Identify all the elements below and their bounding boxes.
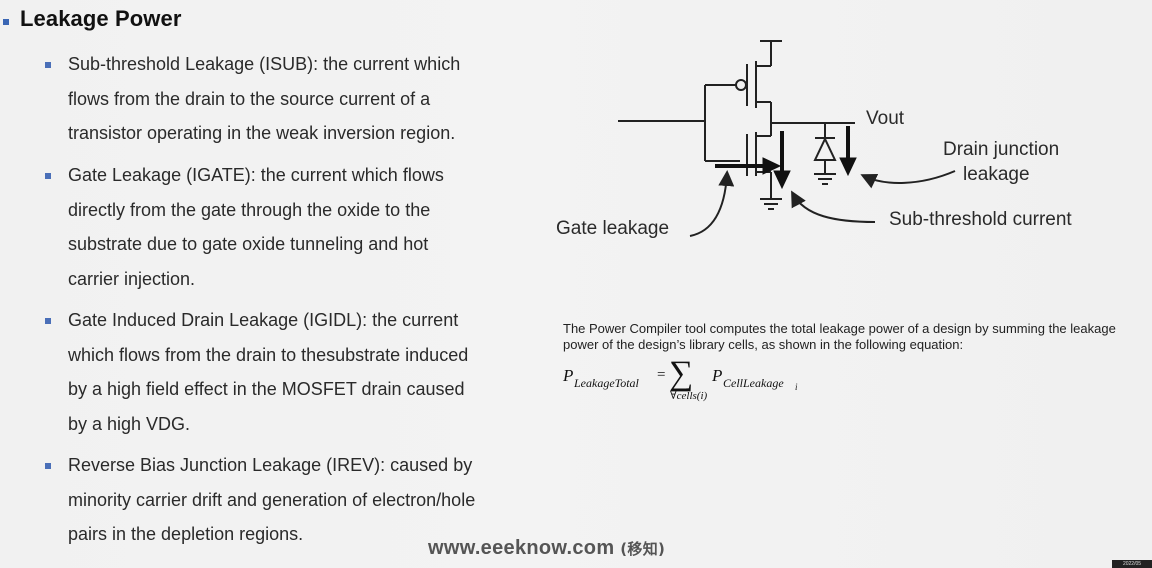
timestamp-badge: 2022/05 bbox=[1112, 560, 1152, 568]
eq-lhs-subscript: LeakageTotal bbox=[574, 376, 639, 390]
bullet-square-icon bbox=[45, 318, 51, 324]
eq-rhs-index: i bbox=[795, 382, 798, 392]
title-bullet-icon bbox=[3, 19, 9, 25]
eq-sum-under: ∀cells(i) bbox=[670, 390, 708, 402]
eq-rhs-subscript: CellLeakage bbox=[723, 376, 784, 390]
watermark-site: www.eeeknow.com bbox=[428, 537, 615, 559]
bullet-item-irev: Reverse Bias Junction Leakage (IREV): ca… bbox=[43, 448, 513, 552]
subthreshold-label: Sub-threshold current bbox=[889, 209, 1072, 230]
bullet-square-icon bbox=[45, 463, 51, 469]
bullet-square-icon bbox=[45, 173, 51, 179]
drain-junction-label-line2: leakage bbox=[963, 164, 1030, 185]
slide-title: Leakage Power bbox=[20, 6, 182, 31]
leakage-equation: P LeakageTotal = ∑ ∀cells(i) P CellLeaka… bbox=[563, 355, 823, 408]
diode-icon bbox=[813, 136, 837, 161]
gate-leakage-label: Gate leakage bbox=[556, 218, 670, 239]
junction-pointer bbox=[860, 170, 956, 189]
eq-equals: = bbox=[657, 367, 666, 383]
vout-label: Vout bbox=[866, 108, 905, 129]
bullet-item-igidl: Gate Induced Drain Leakage (IGIDL): the … bbox=[43, 303, 513, 441]
cmos-inverter-leakage-diagram bbox=[618, 40, 956, 237]
watermark: www.eeeknow.com (移知) bbox=[428, 537, 665, 560]
drain-junction-label: Drain junction bbox=[943, 139, 1060, 160]
gate-leakage-pointer bbox=[689, 170, 735, 237]
eq-sum-icon: ∑ bbox=[669, 355, 694, 392]
bullet-item-isub: Sub-threshold Leakage (ISUB): the curren… bbox=[43, 47, 513, 151]
bullet-text: Gate Leakage (IGATE): the current which … bbox=[68, 165, 444, 289]
bullet-item-igate: Gate Leakage (IGATE): the current which … bbox=[43, 158, 513, 296]
bullet-text: Gate Induced Drain Leakage (IGIDL): the … bbox=[68, 310, 469, 434]
bullet-text: Reverse Bias Junction Leakage (IREV): ca… bbox=[68, 455, 476, 544]
bullet-text: Sub-threshold Leakage (ISUB): the curren… bbox=[68, 54, 461, 143]
compiler-note: The Power Compiler tool computes the tot… bbox=[563, 321, 1116, 352]
subthreshold-pointer bbox=[791, 190, 876, 223]
watermark-cn: (移知) bbox=[620, 540, 666, 558]
bullet-square-icon bbox=[45, 62, 51, 68]
pmos-bubble bbox=[735, 79, 747, 91]
eq-lhs-symbol: P bbox=[563, 366, 574, 385]
eq-rhs-symbol: P bbox=[712, 366, 723, 385]
